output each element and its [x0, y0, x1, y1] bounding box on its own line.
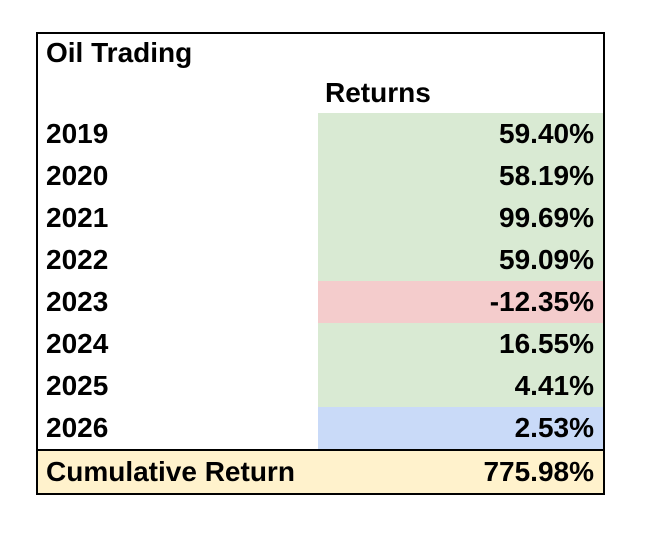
table-title: Oil Trading: [46, 37, 193, 68]
year-cell[interactable]: 2023: [46, 286, 109, 317]
table-header-row: Returns: [38, 72, 603, 113]
year-cell[interactable]: 2024: [46, 328, 109, 359]
cumulative-return-label[interactable]: Cumulative Return: [46, 456, 295, 487]
table-row: 2022 59.09%: [38, 239, 603, 281]
return-value-cell[interactable]: 16.55%: [318, 323, 603, 365]
year-cell[interactable]: 2026: [46, 412, 109, 443]
year-cell[interactable]: 2020: [46, 160, 109, 191]
return-value-cell[interactable]: 58.19%: [318, 155, 603, 197]
table-title-row: Oil Trading: [38, 34, 603, 72]
return-value-cell[interactable]: 99.69%: [318, 197, 603, 239]
year-cell[interactable]: 2021: [46, 202, 109, 233]
cumulative-return-value[interactable]: 775.98%: [483, 456, 594, 487]
table-row: 2021 99.69%: [38, 197, 603, 239]
table-row: 2019 59.40%: [38, 113, 603, 155]
oil-trading-table: Oil Trading Returns 2019 59.40% 2020 58.…: [36, 32, 605, 495]
return-value-cell[interactable]: -12.35%: [318, 281, 603, 323]
return-value-cell[interactable]: 59.09%: [318, 239, 603, 281]
returns-column-header: Returns: [325, 76, 431, 108]
year-cell[interactable]: 2022: [46, 244, 109, 275]
table-row: 2025 4.41%: [38, 365, 603, 407]
table-row: 2020 58.19%: [38, 155, 603, 197]
table-row: 2024 16.55%: [38, 323, 603, 365]
year-cell[interactable]: 2019: [46, 118, 109, 149]
year-cell[interactable]: 2025: [46, 370, 109, 401]
table-row: 2026 2.53%: [38, 407, 603, 449]
table-row: 2023 -12.35%: [38, 281, 603, 323]
return-value-cell[interactable]: 4.41%: [318, 365, 603, 407]
cumulative-return-row: Cumulative Return 775.98%: [38, 449, 603, 493]
return-value-cell[interactable]: 59.40%: [318, 113, 603, 155]
return-value-cell[interactable]: 2.53%: [318, 407, 603, 449]
